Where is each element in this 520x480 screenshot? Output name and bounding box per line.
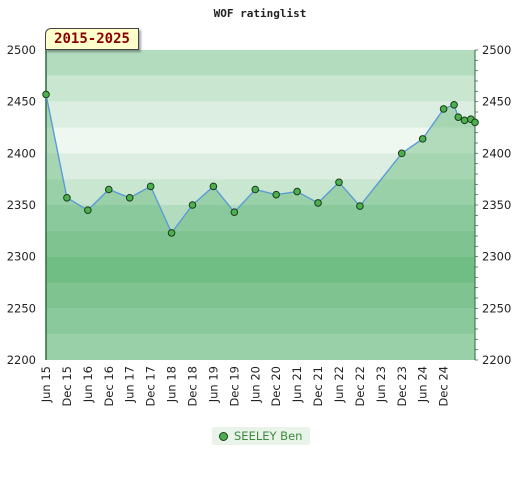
x-tick-label: Dec 20 <box>269 366 283 407</box>
area-fill <box>46 94 475 360</box>
band <box>46 127 475 154</box>
band <box>46 282 475 309</box>
data-point <box>460 116 469 125</box>
x-tick-label: Jun 17 <box>123 366 137 403</box>
x-tick-label: Jun 24 <box>416 366 430 403</box>
data-point <box>104 185 113 194</box>
data-point <box>450 100 458 109</box>
x-tick-label: Jun 23 <box>374 366 388 403</box>
x-tick-label: Dec 17 <box>144 366 158 407</box>
data-point <box>209 182 218 191</box>
x-tick-label: Jun 20 <box>248 366 262 403</box>
x-tick-label: Jun 21 <box>290 366 304 403</box>
band <box>46 75 475 102</box>
data-point <box>42 90 50 99</box>
x-tick-label: Dec 15 <box>60 366 74 407</box>
data-point <box>293 187 301 196</box>
x-tick-label: Dec 23 <box>395 366 409 407</box>
period-badge: 2015-2025 <box>45 28 139 50</box>
band <box>46 256 475 283</box>
x-tick-label: Dec 22 <box>353 366 367 407</box>
x-tick-label: Jun 18 <box>165 366 179 403</box>
y-tick-label: 2250 <box>7 301 36 315</box>
x-tick-label: Jun 22 <box>332 366 346 403</box>
band <box>46 179 475 205</box>
data-point <box>454 113 463 121</box>
x-tick-label: Dec 24 <box>437 366 451 407</box>
y-tick-label-right: 2250 <box>482 301 511 315</box>
series-area <box>46 94 475 360</box>
band <box>46 308 475 335</box>
data-point <box>272 190 280 199</box>
data-point <box>356 202 364 210</box>
legend[interactable]: SEELEY Ben <box>212 427 310 445</box>
y-tick-label-right: 2450 <box>482 95 511 109</box>
data-point <box>63 193 71 202</box>
band <box>46 153 475 180</box>
x-axis-labels: Jun 15 Dec 15 Jun 16 Dec 16 Jun 17 Dec 17 Jun … <box>39 366 451 407</box>
data-point <box>418 135 427 143</box>
y-tick-label: 2350 <box>7 198 36 212</box>
data-point <box>167 229 176 237</box>
y-tick-label: 2500 <box>7 43 36 57</box>
legend-label: SEELEY Ben <box>234 429 303 443</box>
y-tick-label: 2300 <box>7 250 36 264</box>
band <box>46 101 475 128</box>
rating-bands <box>46 50 475 360</box>
y-tick-label-right: 2400 <box>482 146 511 160</box>
band <box>46 230 475 257</box>
x-tick-label: Jun 19 <box>206 366 220 403</box>
y-tick-label-right: 2350 <box>482 198 511 212</box>
y-axis-right: 2200 2250 2300 2350 2400 2450 2500 <box>482 43 511 367</box>
band <box>46 334 475 360</box>
axes <box>45 50 476 360</box>
x-tick-label: Dec 16 <box>102 366 116 407</box>
y-tick-label: 2400 <box>7 146 36 160</box>
x-tick-label: Dec 19 <box>227 366 241 407</box>
y-tick-label-right: 2200 <box>482 353 511 367</box>
band <box>46 205 475 231</box>
data-point <box>84 206 92 214</box>
legend-marker-icon <box>219 431 228 441</box>
y-axis-left: 2200 2250 2300 2350 2400 2450 2500 <box>7 43 36 367</box>
x-tick-label: Dec 18 <box>185 366 199 407</box>
y-tick-label-right: 2500 <box>482 43 511 57</box>
band <box>46 50 475 76</box>
data-point <box>314 199 322 207</box>
data-point <box>188 201 197 209</box>
y-tick-label-right: 2300 <box>482 250 511 264</box>
chart-title: WOF ratinglist <box>214 7 307 20</box>
y-tick-label: 2450 <box>7 95 36 109</box>
data-point <box>397 149 406 158</box>
data-point <box>146 182 155 191</box>
data-point <box>439 105 448 113</box>
series-seeley-ben <box>42 90 479 237</box>
x-tick-label: Jun 15 <box>39 366 53 403</box>
x-tick-label: Jun 16 <box>81 366 95 403</box>
x-tick-label: Dec 21 <box>311 366 325 407</box>
data-point <box>125 193 134 202</box>
data-point <box>471 118 479 127</box>
data-point <box>251 185 260 194</box>
y-tick-label: 2200 <box>7 353 36 367</box>
data-point <box>230 208 239 217</box>
data-point <box>335 178 343 187</box>
